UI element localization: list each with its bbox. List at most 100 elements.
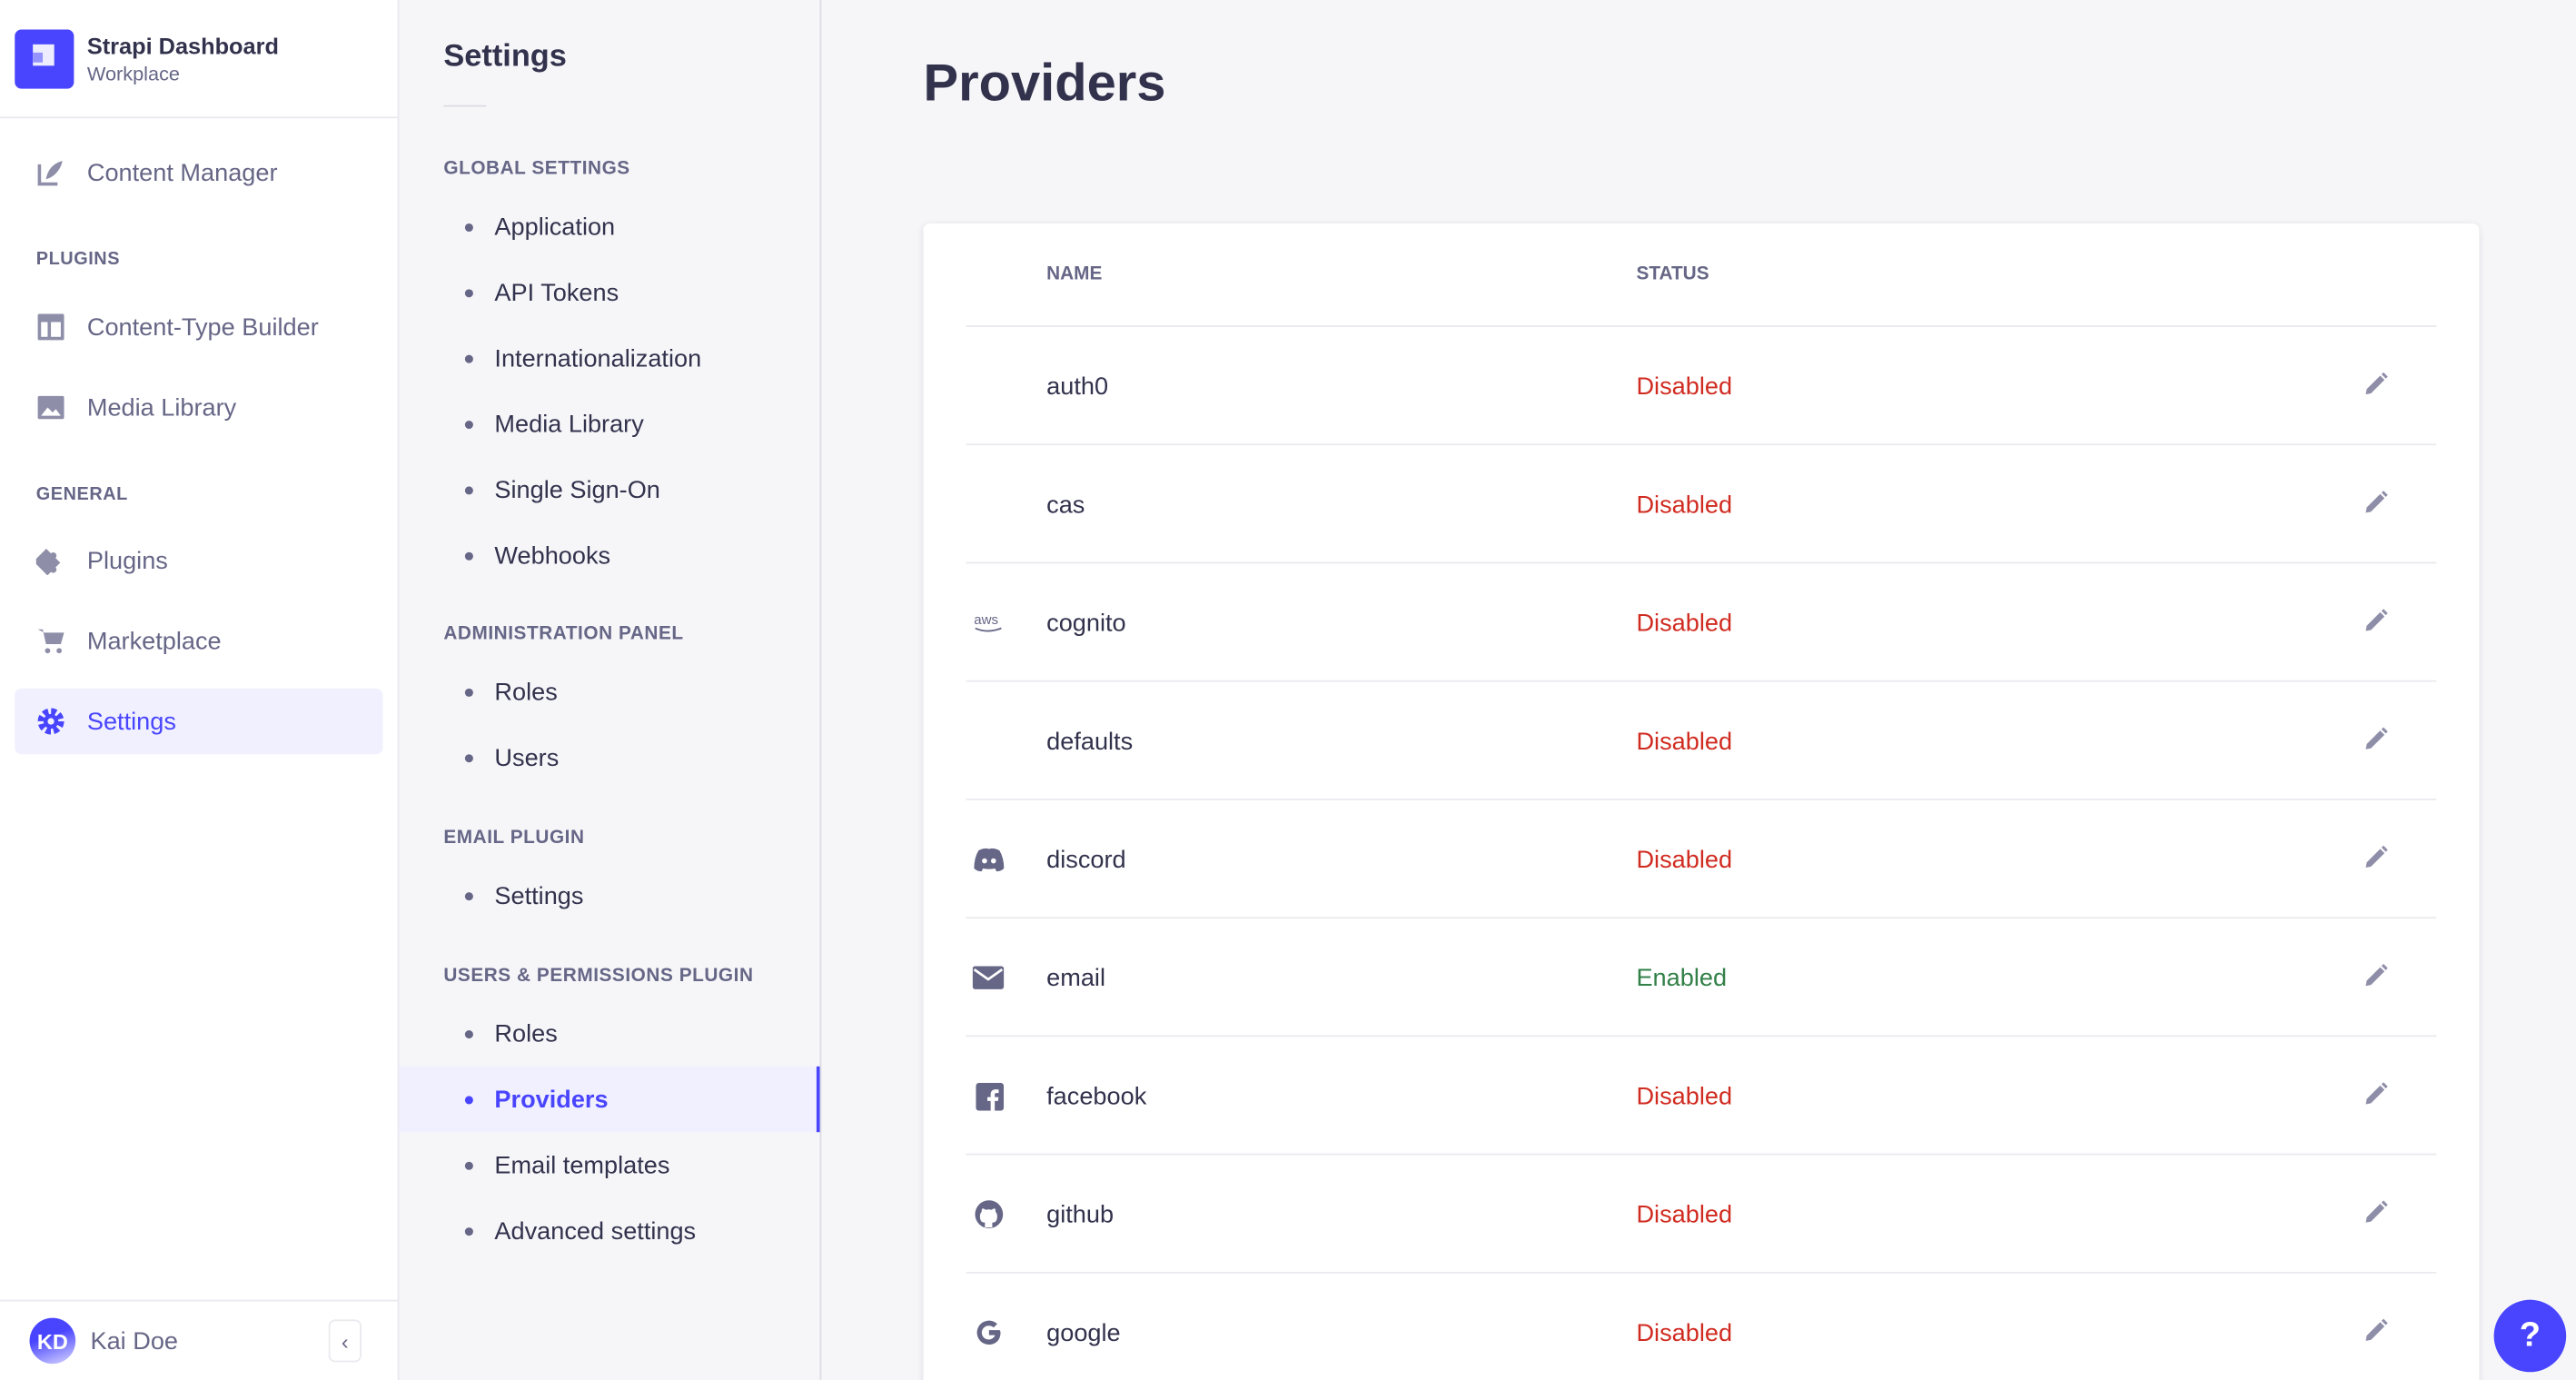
nav-label: Content-Type Builder: [86, 313, 319, 342]
nav-item-plugins[interactable]: Plugins: [15, 528, 382, 593]
cart-icon: [36, 626, 66, 656]
edit-pencil-icon[interactable]: [2363, 490, 2393, 520]
settings-nav-item-users[interactable]: Users: [400, 725, 820, 790]
status-badge: Disabled: [1636, 491, 1733, 520]
nav-section-plugins: PLUGINS: [35, 249, 121, 270]
providers-table: NAME STATUS auth0 Disabled cas Disabled aws c…: [923, 223, 2480, 1380]
provider-icon-empty: [973, 370, 1006, 402]
settings-nav-title: Settings: [443, 39, 567, 74]
settings-nav-item-single-sign-on[interactable]: Single Sign-On: [400, 457, 820, 522]
table-row[interactable]: facebook Disabled: [966, 1035, 2437, 1155]
table-row[interactable]: github Disabled: [966, 1153, 2437, 1274]
nav-item-marketplace[interactable]: Marketplace: [15, 608, 382, 673]
table-row[interactable]: cas Disabled: [966, 443, 2437, 563]
bullet-icon: [464, 420, 473, 429]
settings-nav-label: Internationalization: [494, 343, 702, 372]
table-row[interactable]: defaults Disabled: [966, 680, 2437, 800]
bullet-icon: [464, 753, 473, 762]
feather-icon: [36, 158, 66, 188]
status-badge: Disabled: [1636, 846, 1733, 875]
nav-item-media-library[interactable]: Media Library: [15, 374, 382, 440]
edit-pencil-icon[interactable]: [2363, 1199, 2393, 1229]
settings-section-header: EMAIL PLUGIN: [443, 828, 585, 849]
provider-name: defaults: [1046, 728, 1134, 757]
settings-nav-label: API Tokens: [494, 278, 619, 307]
settings-nav-label: Application: [494, 213, 616, 241]
settings-nav-label: Email templates: [494, 1150, 670, 1179]
table-row[interactable]: google Disabled: [966, 1271, 2437, 1380]
settings-nav-label: Providers: [494, 1085, 609, 1114]
settings-nav-item-providers[interactable]: Providers: [399, 1066, 820, 1133]
nav-item-content-type-builder[interactable]: Content-Type Builder: [15, 294, 382, 360]
collapse-nav-button[interactable]: ‹: [328, 1319, 362, 1363]
nav-item-content-manager[interactable]: Content Manager: [15, 140, 382, 205]
provider-name: email: [1046, 964, 1106, 993]
edit-pencil-icon[interactable]: [2363, 845, 2393, 875]
bullet-icon: [464, 551, 473, 560]
nav-item-settings[interactable]: Settings: [15, 688, 383, 755]
settings-nav-item-advanced-settings[interactable]: Advanced settings: [400, 1198, 820, 1264]
image-icon: [36, 392, 66, 422]
settings-section-header: ADMINISTRATION PANEL: [443, 624, 684, 645]
user-profile[interactable]: KD Kai Doe ‹: [0, 1299, 398, 1380]
settings-nav-label: Roles: [494, 678, 558, 706]
nav-label: Marketplace: [86, 627, 222, 655]
provider-name: cognito: [1046, 610, 1126, 638]
facebook-icon: [973, 1079, 1006, 1112]
provider-name: facebook: [1046, 1082, 1147, 1111]
edit-pencil-icon[interactable]: [2363, 608, 2393, 638]
avatar: KD: [29, 1317, 76, 1365]
settings-nav-label: Users: [494, 743, 560, 772]
table-row[interactable]: discord Disabled: [966, 799, 2437, 918]
edit-pencil-icon[interactable]: [2363, 1081, 2393, 1111]
settings-nav-label: Settings: [494, 881, 584, 910]
puzzle-icon: [35, 545, 66, 576]
gear-icon: [36, 707, 66, 737]
settings-nav-item-webhooks[interactable]: Webhooks: [400, 522, 820, 588]
settings-section-header: GLOBAL SETTINGS: [443, 159, 630, 180]
nav-label: Media Library: [86, 393, 237, 422]
status-badge: Enabled: [1636, 964, 1728, 993]
table-row[interactable]: auth0 Disabled: [966, 325, 2437, 445]
settings-nav-item-api-tokens[interactable]: API Tokens: [400, 260, 820, 325]
bullet-icon: [464, 353, 473, 362]
settings-section-header: USERS & PERMISSIONS PLUGIN: [443, 966, 754, 987]
nav-label: Settings: [86, 707, 176, 736]
settings-nav-item-internationalization[interactable]: Internationalization: [400, 325, 820, 391]
settings-nav-item-roles[interactable]: Roles: [400, 659, 820, 724]
svg-text:aws: aws: [974, 612, 998, 628]
provider-icon-empty: [973, 488, 1006, 521]
edit-pencil-icon[interactable]: [2363, 726, 2393, 756]
provider-name: discord: [1046, 846, 1126, 875]
nav-label: Plugins: [86, 546, 168, 575]
status-badge: Disabled: [1636, 728, 1733, 757]
chevron-left-icon: ‹: [341, 1328, 349, 1354]
table-row[interactable]: aws cognito Disabled: [966, 561, 2437, 682]
bullet-icon: [464, 223, 473, 232]
help-button[interactable]: ?: [2493, 1299, 2567, 1373]
provider-name: google: [1046, 1319, 1121, 1348]
provider-icon-empty: [973, 725, 1006, 758]
column-header-status: STATUS: [1636, 264, 1709, 284]
settings-nav-item-application[interactable]: Application: [400, 194, 820, 259]
provider-name: cas: [1046, 491, 1085, 520]
edit-pencil-icon[interactable]: [2363, 963, 2393, 993]
bullet-icon: [464, 1029, 473, 1038]
bullet-icon: [464, 1095, 473, 1104]
edit-pencil-icon[interactable]: [2363, 372, 2393, 402]
settings-nav-label: Single Sign-On: [494, 475, 660, 504]
settings-nav-item-settings[interactable]: Settings: [400, 863, 820, 928]
strapi-logo-icon: [15, 28, 74, 88]
settings-nav-label: Roles: [494, 1019, 558, 1048]
settings-nav-item-email-templates[interactable]: Email templates: [400, 1132, 820, 1197]
settings-nav: Settings GLOBAL SETTINGS Application API T…: [399, 0, 822, 1380]
status-badge: Disabled: [1636, 610, 1733, 638]
settings-nav-label: Media Library: [494, 410, 644, 439]
edit-pencil-icon[interactable]: [2363, 1318, 2393, 1348]
settings-nav-item-media-library[interactable]: Media Library: [400, 391, 820, 456]
main-nav: Strapi Dashboard Workplace Content Manag…: [0, 0, 400, 1380]
aws-icon: aws: [973, 606, 1006, 639]
settings-nav-item-roles[interactable]: Roles: [400, 1000, 820, 1066]
table-row[interactable]: email Enabled: [966, 917, 2437, 1037]
